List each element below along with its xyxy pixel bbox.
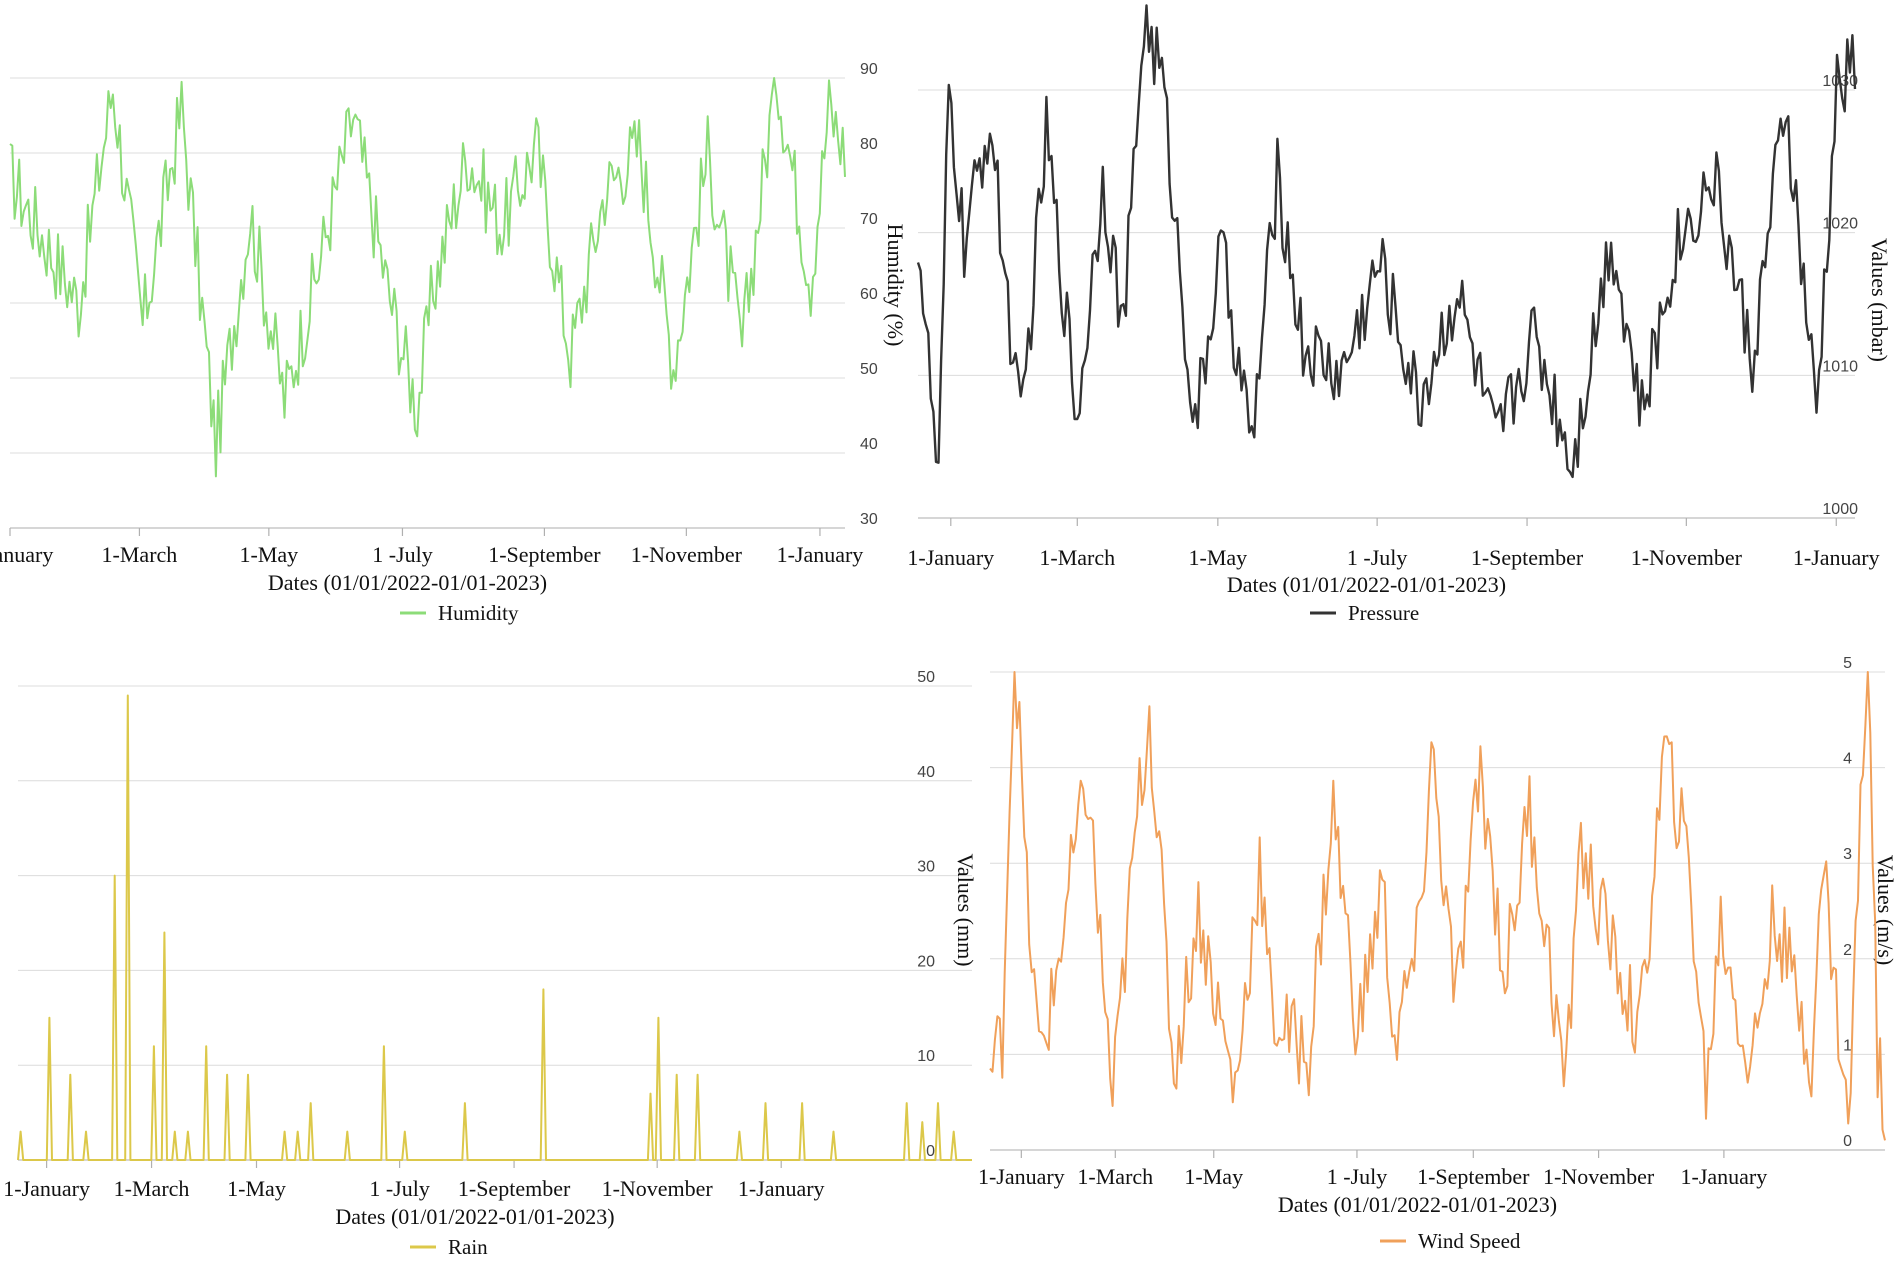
- pressure-xtick-label: 1-January: [907, 545, 994, 570]
- humidity-xtick-label: 1-January: [0, 542, 53, 567]
- wind-xtick-label: 1 -July: [1327, 1164, 1388, 1189]
- humidity-xtick-label: 1-January: [777, 542, 864, 567]
- wind-ytick-label: 0: [1843, 1133, 1852, 1150]
- rain-ytick-label: 40: [917, 764, 935, 781]
- humidity-y-axis-title: Humidity (%): [883, 224, 908, 347]
- pressure-xtick-label: 1-November: [1631, 545, 1743, 570]
- rain-xtick-label: 1-September: [458, 1176, 571, 1201]
- rain-xtick-label: 1-January: [738, 1176, 825, 1201]
- wind-ytick-label: 3: [1843, 846, 1852, 863]
- pressure-legend-label: Pressure: [1348, 601, 1419, 625]
- rain-xtick-label: 1 -July: [369, 1176, 430, 1201]
- humidity-xtick-label: 1-May: [240, 542, 299, 567]
- wind-legend-label: Wind Speed: [1418, 1229, 1521, 1253]
- rain-y-axis-title: Values (mm): [953, 853, 978, 966]
- rain-ytick-label: 30: [917, 859, 935, 876]
- pressure-ytick-label: 1000: [1822, 501, 1858, 518]
- rain-legend-label: Rain: [448, 1235, 488, 1259]
- wind-ytick-label: 4: [1843, 751, 1852, 768]
- humidity-ytick-label: 80: [860, 136, 878, 153]
- humidity-chart: 30 40 50 60 70 80 90 1-January 1-March 1-May 1 -Ju…: [0, 61, 908, 625]
- wind-ytick-label: 5: [1843, 655, 1852, 672]
- humidity-xtick-label: 1-September: [488, 542, 601, 567]
- wind-ytick-label: 2: [1843, 942, 1852, 959]
- wind-xtick-label: 1-September: [1417, 1164, 1530, 1189]
- wind-xtick-label: 1-November: [1543, 1164, 1655, 1189]
- humidity-x-axis-title: Dates (01/01/2022-01/01-2023): [268, 570, 547, 595]
- humidity-ytick-label: 70: [860, 211, 878, 228]
- pressure-xtick-label: 1-January: [1793, 545, 1880, 570]
- pressure-xtick-label: 1-March: [1039, 545, 1115, 570]
- humidity-xtick-label: 1-March: [102, 542, 178, 567]
- rain-ytick-label: 0: [926, 1143, 935, 1160]
- wind-series-line: [989, 671, 1886, 1141]
- rain-ytick-label: 10: [917, 1048, 935, 1065]
- wind-xtick-label: 1-January: [978, 1164, 1065, 1189]
- rain-xtick-label: 1-November: [602, 1176, 714, 1201]
- rain-xtick-label: 1-May: [227, 1176, 286, 1201]
- pressure-y-axis-title: Values (mbar): [1867, 238, 1892, 362]
- rain-ytick-label: 50: [917, 669, 935, 686]
- pressure-xtick-label: 1 -July: [1347, 545, 1408, 570]
- wind-xtick-label: 1-January: [1681, 1164, 1768, 1189]
- humidity-series-line: [9, 77, 846, 478]
- wind-xtick-label: 1-May: [1184, 1164, 1243, 1189]
- wind-x-axis-title: Dates (01/01/2022-01/01-2023): [1278, 1192, 1557, 1217]
- humidity-ytick-label: 60: [860, 286, 878, 303]
- rain-chart: 0 10 20 30 40 50 1-January 1-March 1-May 1 -July 1…: [3, 669, 978, 1259]
- pressure-ytick-label: 1010: [1822, 358, 1858, 375]
- humidity-ytick-label: 90: [860, 61, 878, 78]
- humidity-ytick-label: 40: [860, 436, 878, 453]
- pressure-series-line: [916, 4, 1857, 479]
- humidity-xtick-label: 1 -July: [372, 542, 433, 567]
- wind-y-axis-title: Values (m/s): [1873, 855, 1898, 966]
- rain-xtick-label: 1-January: [3, 1176, 90, 1201]
- humidity-ytick-label: 50: [860, 361, 878, 378]
- pressure-xtick-label: 1-May: [1189, 545, 1248, 570]
- rain-x-axis-title: Dates (01/01/2022-01/01-2023): [335, 1204, 614, 1229]
- pressure-xtick-label: 1-September: [1471, 545, 1584, 570]
- rain-xtick-label: 1-March: [114, 1176, 190, 1201]
- rain-ytick-label: 20: [917, 953, 935, 970]
- humidity-legend-label: Humidity: [438, 601, 519, 625]
- wind-speed-chart: 0 1 2 3 4 5 1-January 1-March 1-May 1 -July 1-Sept…: [978, 655, 1898, 1253]
- wind-xtick-label: 1-March: [1077, 1164, 1153, 1189]
- humidity-ytick-label: 30: [860, 511, 878, 528]
- pressure-ytick-label: 1020: [1822, 216, 1858, 233]
- pressure-x-axis-title: Dates (01/01/2022-01/01-2023): [1227, 572, 1506, 597]
- humidity-xtick-label: 1-November: [631, 542, 743, 567]
- wind-ytick-label: 1: [1843, 1037, 1852, 1054]
- rain-series-line: [17, 694, 972, 1161]
